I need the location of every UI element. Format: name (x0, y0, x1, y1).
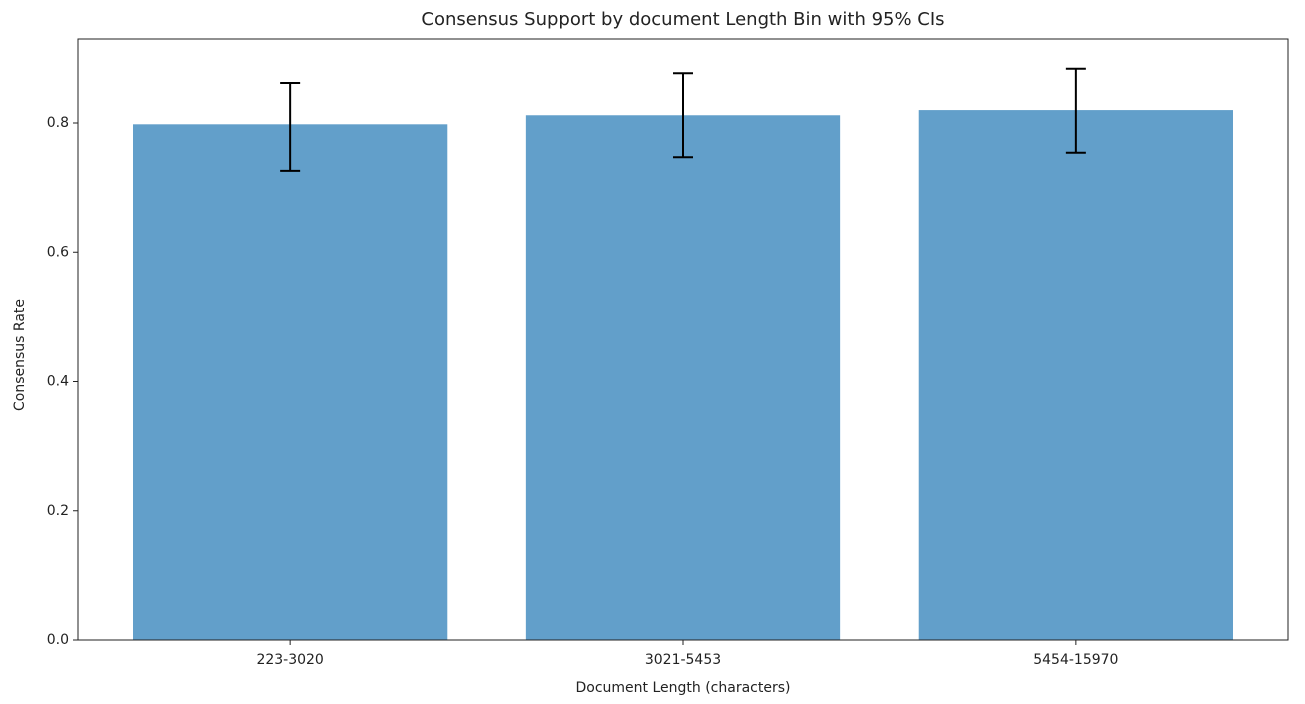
y-tick-label: 0.8 (47, 115, 69, 131)
x-tick-label: 5454-15970 (1033, 652, 1118, 668)
y-tick-label: 0.4 (47, 374, 69, 390)
y-tick-label: 0.2 (47, 503, 69, 519)
x-tick-label: 3021-5453 (645, 652, 721, 668)
x-tick-label: 223-3020 (256, 652, 323, 668)
x-axis-label: Document Length (characters) (576, 680, 791, 696)
y-tick-label: 0.6 (47, 244, 69, 260)
y-tick-label: 0.0 (47, 632, 69, 648)
bar (918, 110, 1233, 641)
y-axis-label: Consensus Rate (12, 299, 28, 411)
error-bar (280, 81, 301, 172)
bar (133, 124, 448, 640)
error-bar (673, 72, 693, 159)
plot-frame (77, 38, 1289, 641)
bar (525, 115, 841, 640)
error-bar (1065, 67, 1086, 154)
chart-title: Consensus Support by document Length Bin… (421, 9, 944, 30)
